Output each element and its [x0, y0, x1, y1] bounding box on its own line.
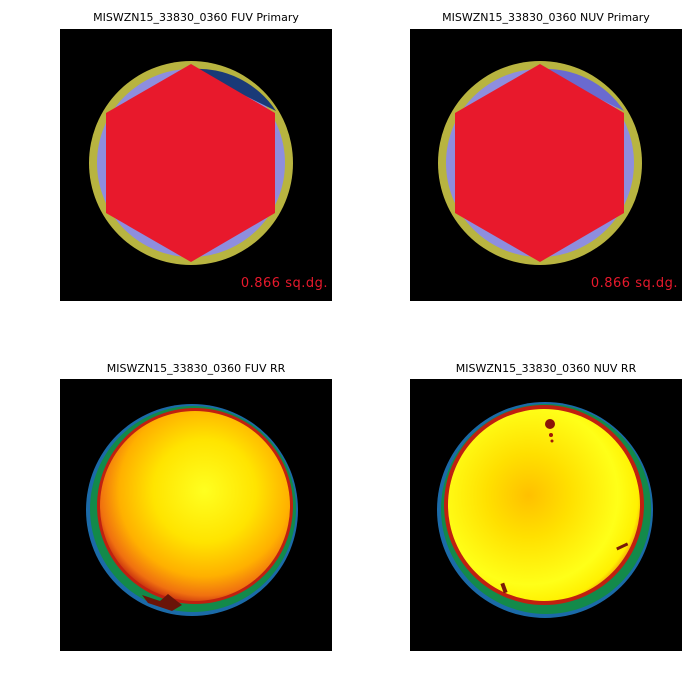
panel-title-fuv-rr: MISWZN15_33830_0360 FUV RR [106, 362, 286, 375]
panel-fuv-primary: 0.866 sq.dg. [60, 29, 332, 301]
nuv-primary-coverage-map [438, 61, 642, 265]
panel-title-fuv-primary: MISWZN15_33830_0360 FUV Primary [93, 11, 299, 24]
panel-title-nuv-rr: MISWZN15_33830_0360 NUV RR [455, 362, 637, 375]
area-label: 0.866 sq.dg. [590, 276, 678, 291]
hexagon-primary [455, 64, 624, 262]
rr-response [100, 411, 290, 601]
panel-nuv-primary: 0.866 sq.dg. [410, 29, 682, 301]
area-label: 0.866 sq.dg. [240, 276, 328, 291]
hexagon-primary [106, 64, 275, 262]
rr-edge-artifact [500, 582, 508, 594]
panel-title-nuv-primary: MISWZN15_33830_0360 NUV Primary [442, 11, 650, 24]
rr-hot-spot [545, 419, 555, 429]
nuv-rr-map [437, 402, 653, 618]
rr-hot-spot [549, 433, 553, 437]
fuv-primary-coverage-map [89, 61, 293, 265]
fuv-rr-map [86, 404, 298, 616]
rr-edge-artifact [142, 594, 182, 611]
panel-fuv-rr [60, 379, 332, 651]
rr-hot-spot [550, 439, 554, 443]
panel-nuv-rr [410, 379, 682, 651]
rr-edge-artifact [616, 542, 629, 551]
rr-response [448, 409, 640, 601]
